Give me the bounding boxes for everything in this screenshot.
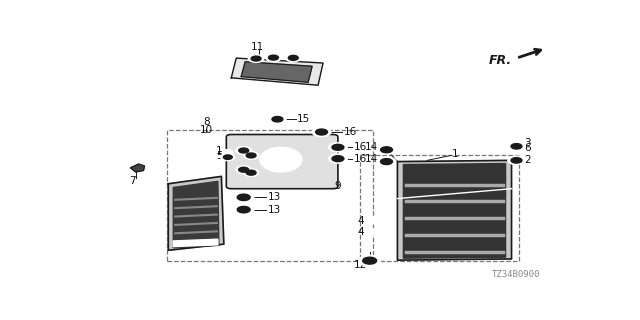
FancyBboxPatch shape: [227, 134, 338, 189]
Text: 16: 16: [354, 142, 367, 152]
Circle shape: [223, 155, 232, 159]
Circle shape: [508, 142, 525, 151]
Circle shape: [237, 194, 250, 201]
Bar: [360, 156, 519, 261]
Text: 14: 14: [364, 142, 378, 152]
Circle shape: [251, 56, 261, 61]
Polygon shape: [168, 176, 224, 250]
Polygon shape: [397, 160, 511, 260]
Polygon shape: [173, 181, 219, 248]
Text: 11: 11: [251, 42, 264, 52]
Circle shape: [221, 154, 235, 161]
Circle shape: [239, 148, 249, 153]
Circle shape: [365, 218, 378, 224]
Text: 7: 7: [129, 176, 136, 186]
Circle shape: [377, 157, 396, 166]
Circle shape: [288, 55, 298, 60]
Text: 16: 16: [354, 154, 367, 164]
Circle shape: [328, 154, 348, 164]
Circle shape: [365, 228, 378, 235]
Circle shape: [239, 167, 249, 172]
Text: 1: 1: [216, 146, 222, 156]
Text: 13: 13: [268, 192, 281, 202]
Circle shape: [237, 206, 250, 213]
Circle shape: [377, 145, 396, 155]
Text: 6: 6: [524, 143, 531, 153]
Circle shape: [236, 166, 252, 174]
Polygon shape: [241, 62, 312, 82]
Text: 10: 10: [200, 124, 213, 135]
Text: 4: 4: [357, 227, 364, 237]
Polygon shape: [173, 239, 218, 247]
Circle shape: [508, 156, 525, 165]
Circle shape: [316, 129, 328, 135]
Text: 2: 2: [524, 156, 531, 165]
Circle shape: [272, 116, 283, 122]
Text: 12: 12: [354, 260, 367, 269]
Polygon shape: [231, 58, 323, 85]
Text: 3: 3: [524, 138, 531, 148]
Circle shape: [246, 153, 256, 158]
Text: TZ34B0900: TZ34B0900: [492, 270, 541, 279]
Bar: [167, 130, 372, 261]
Circle shape: [285, 54, 301, 62]
Circle shape: [511, 158, 522, 163]
Circle shape: [358, 255, 381, 266]
Circle shape: [248, 55, 264, 62]
Circle shape: [266, 54, 282, 61]
Text: 16: 16: [344, 127, 357, 137]
Text: 1: 1: [452, 149, 459, 159]
Circle shape: [234, 204, 254, 215]
Circle shape: [381, 147, 392, 153]
Text: 9: 9: [334, 181, 340, 191]
Circle shape: [234, 192, 254, 203]
Circle shape: [381, 159, 392, 164]
Text: 13: 13: [268, 205, 281, 215]
Ellipse shape: [260, 147, 302, 172]
Circle shape: [269, 55, 278, 60]
Text: 5: 5: [216, 151, 222, 161]
Text: 8: 8: [203, 117, 210, 127]
Circle shape: [328, 143, 348, 152]
Circle shape: [312, 127, 331, 137]
Circle shape: [511, 144, 522, 149]
Polygon shape: [403, 164, 506, 258]
Circle shape: [332, 156, 344, 162]
Circle shape: [246, 170, 256, 175]
Text: 14: 14: [364, 154, 378, 164]
Circle shape: [243, 151, 259, 159]
Circle shape: [269, 115, 286, 124]
Circle shape: [236, 147, 252, 155]
Circle shape: [222, 149, 233, 155]
Circle shape: [363, 257, 376, 264]
Text: 4: 4: [357, 216, 364, 226]
Circle shape: [332, 144, 344, 150]
Circle shape: [243, 169, 259, 177]
Text: 15: 15: [297, 114, 310, 124]
Text: FR.: FR.: [488, 54, 511, 67]
Polygon shape: [131, 164, 145, 172]
